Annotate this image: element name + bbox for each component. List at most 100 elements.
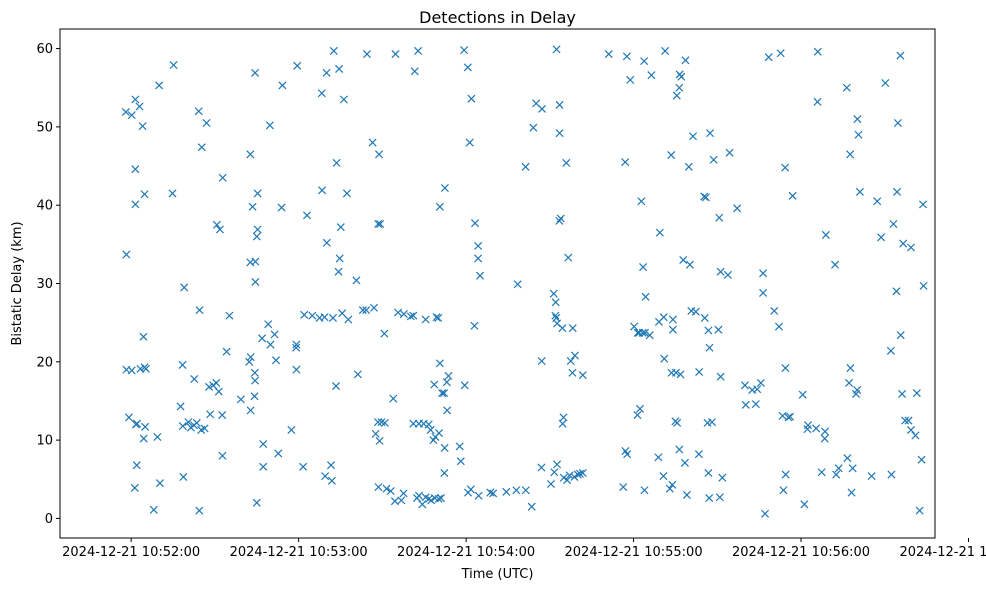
data-point [502, 487, 511, 496]
data-point [740, 381, 749, 390]
data-point [846, 150, 855, 159]
data-point [645, 331, 654, 340]
data-point [131, 95, 140, 104]
data-point [399, 310, 408, 319]
data-point [435, 202, 444, 211]
data-point [258, 334, 267, 343]
data-point [558, 324, 567, 333]
data-point [133, 419, 142, 428]
data-point [195, 306, 204, 315]
y-tick-label: 50 [36, 120, 53, 135]
data-point [695, 367, 704, 377]
data-point [486, 488, 495, 497]
data-point [438, 389, 447, 398]
data-point [467, 94, 476, 103]
data-point [124, 413, 133, 422]
data-point [300, 310, 309, 319]
data-point [321, 472, 330, 481]
data-point [292, 340, 301, 349]
data-point [270, 330, 279, 339]
data-point [701, 193, 710, 202]
data-point [655, 228, 664, 237]
data-point [552, 45, 561, 54]
data-point [292, 343, 301, 352]
data-point [212, 220, 221, 229]
data-point [293, 61, 302, 70]
data-point [647, 71, 656, 80]
data-point [334, 267, 343, 276]
data-point [751, 400, 760, 409]
data-point [622, 52, 631, 61]
y-tick-label: 60 [36, 42, 53, 57]
data-point [317, 89, 326, 98]
data-point [681, 56, 690, 65]
data-point [899, 239, 908, 248]
data-point [264, 320, 273, 329]
data-point [194, 107, 203, 116]
data-point [633, 411, 642, 420]
data-point [456, 457, 465, 466]
data-point [335, 64, 344, 73]
data-point [339, 95, 348, 104]
data-point [845, 378, 854, 387]
data-point [197, 143, 206, 152]
data-point [578, 371, 587, 380]
data-point [800, 500, 809, 509]
data-point [532, 99, 541, 108]
data-point [887, 470, 896, 479]
data-point [700, 192, 709, 201]
data-point [335, 254, 344, 263]
data-point [326, 461, 336, 470]
data-point [527, 502, 536, 511]
data-point [896, 51, 905, 60]
data-point [781, 470, 790, 479]
data-point [881, 79, 890, 88]
data-point [555, 129, 564, 138]
data-point [246, 406, 255, 415]
x-tick-label: 2024-12-21 10:57:00 [899, 545, 986, 560]
data-point [342, 189, 351, 198]
data-point [218, 173, 227, 182]
data-point [344, 315, 353, 324]
data-point [435, 359, 444, 368]
data-point [529, 123, 538, 132]
data-point [917, 455, 926, 464]
data-point [786, 412, 795, 421]
data-point [675, 70, 684, 79]
data-point [440, 443, 449, 452]
data-point [466, 485, 475, 494]
data-point [399, 489, 408, 498]
data-point [705, 343, 714, 352]
data-point [139, 434, 148, 443]
y-tick-label: 20 [36, 355, 53, 370]
data-point [278, 81, 287, 90]
data-point [274, 449, 283, 458]
data-point [691, 307, 700, 316]
data-point [672, 91, 681, 100]
data-point [680, 458, 689, 467]
data-point [206, 410, 215, 419]
data-point [277, 203, 286, 212]
data-point [176, 402, 185, 411]
data-point [725, 148, 734, 157]
data-point [406, 312, 415, 321]
data-point [635, 328, 644, 337]
data-point [414, 491, 423, 500]
data-point [906, 425, 916, 434]
data-point [245, 357, 254, 366]
data-point [430, 380, 439, 389]
x-axis: 2024-12-21 10:52:00 2024-12-21 10:53:00 20… [62, 538, 986, 560]
data-point [190, 375, 199, 384]
data-point [338, 309, 347, 318]
data-point [476, 271, 485, 280]
data-point [521, 486, 530, 495]
data-point [179, 472, 188, 481]
data-point [391, 50, 400, 59]
data-point [393, 308, 403, 317]
y-axis: 0 10 20 30 40 50 60 [36, 42, 60, 527]
data-point [474, 491, 483, 500]
data-point [821, 427, 830, 436]
data-point [251, 257, 260, 266]
x-tick-label: 2024-12-21 10:52:00 [62, 545, 200, 560]
data-point [149, 505, 158, 514]
